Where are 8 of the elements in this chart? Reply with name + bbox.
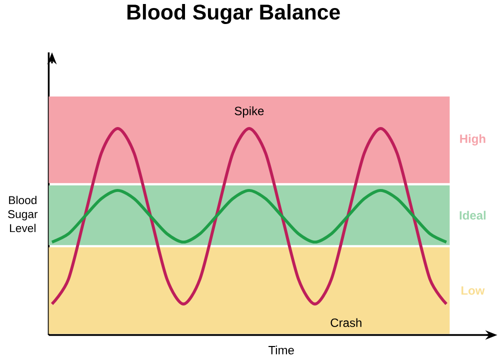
y-axis-title: Blood Sugar Level [8,196,38,232]
band-label: Low [461,286,485,295]
chart-title: Blood Sugar Balance [127,4,340,24]
annotation: Crash [330,318,362,328]
band-label: High [460,134,486,146]
text: Spike [234,106,264,118]
band-label: Ideal [460,210,486,220]
x-axis-title: Time [268,346,294,354]
